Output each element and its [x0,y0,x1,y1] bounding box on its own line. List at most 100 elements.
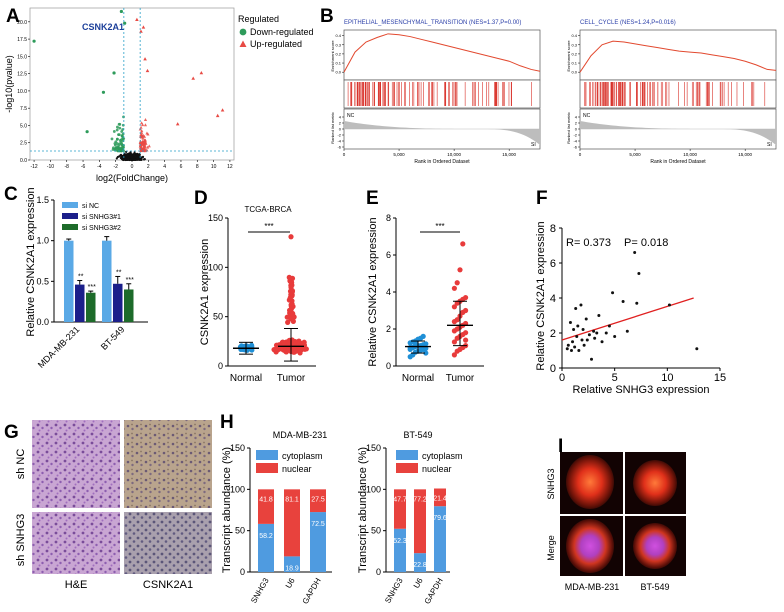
volcano-point-ns [130,156,133,159]
volcano-point-up [141,25,146,29]
panel-letter-b: B [320,6,334,27]
gsea-emt-es-frame [343,29,541,81]
h1-legend-cytoplasm-swatch [256,450,278,460]
gsea-x-tick-label: 15,000 [502,152,516,157]
legend-down-label: Down-regulated [250,27,314,37]
volcano-point-down [117,133,121,137]
h1-value-cytoplasm: 58.2 [259,533,273,540]
c-significance-stars: *** [126,277,134,284]
f-point [575,335,579,338]
f-point [568,321,572,324]
panel-letter-h: H [220,412,234,433]
d-point-tumor [289,288,296,294]
f-point [581,328,585,331]
volcano-x-tick-label: -2 [113,164,118,170]
legend-si-snhg3-1-swatch [62,213,78,219]
e-point-tumor [457,267,463,273]
relative-expression-dot-plot: 0 2 4 6 8 *** Relative CSNK2A1 expression No… [367,213,484,384]
volcano-point-down [119,146,123,150]
gsea-emt-title: EPITHELIAL_MESENCHYMAL_TRANSITION (NES=1… [344,20,521,26]
f-point [635,301,639,305]
volcano-point-up [143,123,148,127]
volcano-point-ns [141,155,145,158]
i-row-label-snhg3: SNHG3 [546,468,556,499]
panel-letter-d: D [194,188,208,209]
gsea-es-tick-label: 0.1 [571,61,577,66]
volcano-x-tick-label: 2 [147,164,150,170]
f-point [580,338,584,342]
f-point [597,314,601,317]
h1-bar-nuclear [258,489,274,524]
volcano-point-ns [124,158,127,161]
h2-y-tick-label: 0 [376,567,381,577]
gsea-es-tick-label: 0.1 [335,61,341,66]
h1-stacked-bars: 58.2 41.8 SNHG3 18.9 81.1 U6 72.5 27.5 GAPDH [249,489,326,606]
fish-merge-mda-cell [566,519,614,573]
gsea-emt-hits-frame [343,79,541,109]
h1-y-tick-label: 0 [240,567,245,577]
gsea-cell-cycle-plot: CELL_CYCLE (NES=1.24,P=0.016) 0.40.30.20… [566,20,777,165]
h1-value-nuclear: 41.8 [259,496,273,503]
d-y-tick-label: 100 [208,262,223,272]
volcano-y-tick-label: 15.0 [17,54,27,60]
volcano-point-down [32,39,36,43]
volcano-x-tick-label: 10 [211,164,217,170]
gsea-emt-corner-si: SI [531,142,536,148]
fractionation-bt549-chart: BT-549 0 50 100 150 52.3 47.7 SNHG3 22.8 77.2 U6… [357,430,463,606]
panel-letter-i: I [558,436,563,457]
volcano-point-up [147,144,151,148]
gsea-metric-tick-label: 2 [575,121,578,126]
d-y-tick-label: 150 [208,213,223,223]
volcano-point-up [141,136,145,140]
gsea-emt-metric-area [344,121,540,145]
h1-legend-nuclear-label: nuclear [282,464,312,474]
h2-bar-nuclear [414,489,426,554]
c-bar [102,240,112,322]
panel-letter-f: F [536,188,548,209]
volcano-point-up [191,76,195,80]
volcano-x-label: log2(FoldChange) [96,173,168,183]
volcano-point-ns [119,153,123,157]
volcano-point-ns [140,157,143,161]
gsea-es-tick-label: 0.2 [335,51,341,56]
he-shsnhg3-image [32,512,120,574]
h1-bar-nuclear [310,489,326,513]
volcano-plot: -12 -10 -8 -6 -4 -2 0 2 4 6 8 10 12 0.0 2.5 5.0 7.5 10.0… [4,7,314,183]
f-point [604,331,608,335]
f-point [577,349,581,352]
h2-legend-cytoplasm-swatch [396,450,418,460]
e-point-tumor [454,280,460,286]
h2-y-tick-label: 150 [366,443,381,453]
f-point [582,343,586,347]
gsea-x-tick-label: 10,000 [683,152,697,157]
volcano-point-ns [138,154,141,157]
c-bars: ********** [64,236,134,322]
knockdown-bar-chart: 0.00.51.01.5 ********** Relative CSNK2A1… [25,187,148,370]
gsea-emt-corner-nc: NC [347,113,355,119]
volcano-point-up [215,113,220,118]
volcano-point-ns [134,158,137,161]
gsea-emt-x-ticks: 0 5,000 10,000 15,000 [343,149,517,157]
d-point-tumor [291,314,297,320]
volcano-point-down [121,123,125,127]
h2-title: BT-549 [403,430,432,440]
c-y-tick-label: 1.0 [36,236,49,246]
panel-letter-c: C [4,184,18,205]
gsea-x-tick-label: 10,000 [447,152,461,157]
h2-y-label: Transcript abundance (%) [357,447,369,573]
h2-y-tick-label: 50 [371,526,381,536]
f-point [592,329,596,333]
f-p-value: P= 0.018 [624,237,668,249]
h2-legend-nuclear-swatch [396,463,418,473]
gsea-cc-x-label: Rank in Ordered Dataset [650,159,706,165]
gsea-cc-es-label: Enrichment score [566,40,571,72]
d-y-tick-label: 0 [218,361,223,371]
gsea-cc-es-ticks: 0.4 0.3 0.2 0.1 0.0 [571,33,580,75]
c-significance-stars: *** [88,284,96,291]
d-point-tumor [287,295,293,301]
g-row-label-shnc: sh NC [15,449,27,480]
volcano-point-ns [133,151,136,154]
volcano-point-up [141,147,146,151]
f-y-tick-label: 0 [550,363,556,375]
volcano-point-up [145,68,150,73]
